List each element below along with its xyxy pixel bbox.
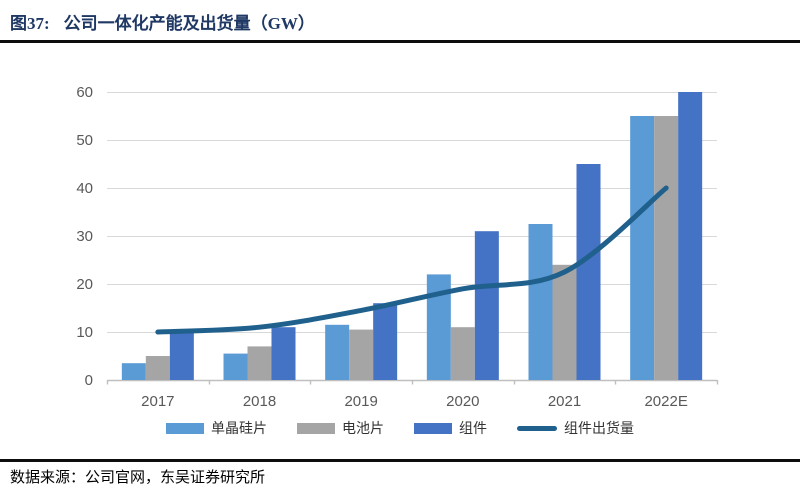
chart-canvas: 0 10 20 30 40 50 60 2017 2018 2019 2020 2021 2022E (76, 84, 719, 410)
bar-组件-2021 (576, 164, 601, 380)
bar-电池片-2018 (247, 346, 272, 380)
bar-电池片-2022E (654, 116, 679, 380)
trend-line-组件出货量 (155, 185, 669, 335)
figure-header: 图37: 公司一体化产能及出货量（GW） (0, 0, 800, 38)
bar-电池片-2021 (552, 264, 577, 380)
bar-单晶硅片-2019 (325, 324, 350, 380)
figure-number: 图37: (10, 14, 50, 33)
y-tick-label: 0 (85, 372, 93, 389)
x-tick-label: 2020 (446, 393, 479, 410)
legend-line-marker-icon (517, 425, 557, 431)
bar-电池片-2019 (349, 329, 374, 380)
legend-label-cell: 电池片 (342, 422, 384, 437)
y-tick-label: 50 (76, 132, 93, 149)
figure-title: 公司一体化产能及出货量（GW） (63, 14, 315, 33)
chart-legend: 单晶硅片 电池片 组件 组件出货量 (0, 418, 800, 438)
legend-label-module: 组件 (459, 422, 487, 437)
bar-单晶硅片-2017 (121, 363, 146, 380)
legend-item-cell: 电池片 (297, 418, 384, 438)
bar-电池片-2020 (450, 327, 475, 380)
legend-swatch-cell-icon (297, 422, 335, 434)
bar-组件-2017 (169, 329, 194, 380)
footer-divider (0, 459, 800, 462)
bar-组件-2018 (271, 327, 296, 380)
y-tick-label: 10 (76, 324, 93, 341)
bar-组件-2022E (678, 92, 703, 380)
bar-组件-2020 (474, 231, 499, 380)
legend-swatch-module-icon (414, 422, 452, 434)
x-tick-label: 2019 (344, 393, 377, 410)
x-tick-label: 2022E (644, 393, 687, 410)
y-tick-label: 60 (76, 84, 93, 101)
y-tick-label: 20 (76, 276, 93, 293)
x-tick-label: 2021 (548, 393, 581, 410)
data-source: 数据来源：公司官网，东吴证券研究所 (10, 470, 266, 486)
legend-label-shipment: 组件出货量 (564, 422, 634, 437)
legend-item-module: 组件 (414, 418, 487, 438)
legend-item-shipment: 组件出货量 (517, 418, 634, 438)
x-tick-label: 2017 (141, 393, 174, 410)
bar-单晶硅片-2018 (223, 353, 248, 380)
bar-单晶硅片-2021 (528, 224, 553, 380)
bar-单晶硅片-2022E (630, 116, 655, 380)
legend-item-wafer: 单晶硅片 (166, 418, 267, 438)
header-divider (0, 40, 800, 43)
y-tick-label: 30 (76, 228, 93, 245)
x-tick-label: 2018 (243, 393, 276, 410)
legend-label-wafer: 单晶硅片 (211, 422, 267, 437)
y-tick-label: 40 (76, 180, 93, 197)
bar-电池片-2017 (145, 356, 170, 380)
legend-swatch-wafer-icon (166, 422, 204, 434)
bar-组件-2019 (373, 303, 398, 380)
